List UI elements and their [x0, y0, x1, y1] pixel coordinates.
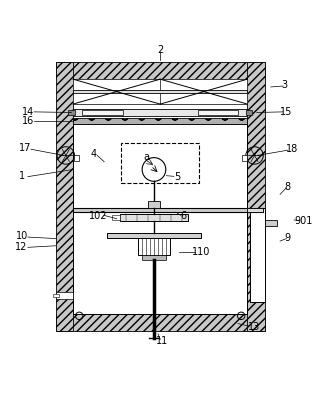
Bar — [74, 156, 79, 161]
Bar — [73, 211, 247, 314]
Bar — [73, 90, 247, 94]
Bar — [121, 143, 199, 184]
Text: 6: 6 — [180, 211, 187, 221]
Bar — [247, 208, 263, 211]
Bar — [56, 292, 73, 299]
Text: 17: 17 — [19, 143, 31, 153]
Bar — [73, 79, 160, 104]
Bar — [73, 124, 247, 211]
Text: 2: 2 — [157, 45, 163, 55]
Bar — [107, 233, 201, 238]
Text: 18: 18 — [286, 144, 299, 154]
Text: 14: 14 — [22, 107, 34, 117]
Text: 901: 901 — [294, 216, 313, 226]
Bar — [247, 62, 264, 331]
Bar — [56, 314, 264, 331]
Text: 12: 12 — [15, 242, 28, 252]
Text: 16: 16 — [22, 116, 34, 126]
Bar — [73, 109, 247, 116]
Text: 3: 3 — [282, 81, 288, 90]
Bar — [73, 118, 247, 124]
Text: 11: 11 — [155, 337, 168, 346]
Text: 5: 5 — [174, 172, 180, 182]
Bar — [73, 79, 247, 104]
Text: 102: 102 — [89, 211, 107, 221]
Bar — [246, 110, 252, 115]
Bar — [53, 294, 59, 297]
Text: 110: 110 — [191, 247, 210, 257]
Bar — [73, 208, 263, 211]
Bar — [138, 238, 170, 256]
Bar — [56, 62, 264, 79]
Text: a: a — [143, 152, 149, 162]
Text: 9: 9 — [285, 233, 291, 243]
Text: 10: 10 — [15, 231, 28, 241]
Bar — [56, 62, 73, 331]
Bar — [120, 214, 188, 221]
Bar — [160, 79, 247, 104]
Bar — [148, 201, 160, 208]
Text: 8: 8 — [285, 182, 291, 192]
Bar — [264, 220, 277, 226]
Text: 15: 15 — [280, 107, 293, 117]
Bar — [242, 156, 247, 161]
Text: 4: 4 — [90, 149, 96, 159]
Bar — [68, 110, 75, 115]
Bar — [251, 208, 264, 302]
Bar — [82, 110, 123, 115]
Text: 1: 1 — [19, 171, 25, 181]
Bar — [198, 110, 238, 115]
Bar — [142, 256, 167, 260]
Bar — [112, 215, 120, 220]
Text: 13: 13 — [247, 322, 260, 332]
